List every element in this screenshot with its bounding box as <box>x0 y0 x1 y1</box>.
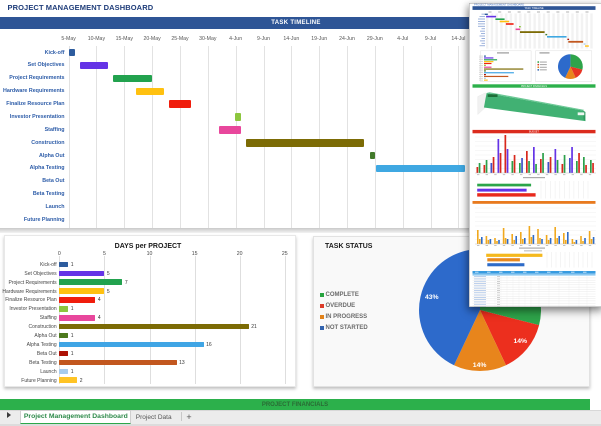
svg-text:PROJECT FINANCIALS: PROJECT FINANCIALS <box>521 85 547 88</box>
svg-text:TASK TIMELINE: TASK TIMELINE <box>524 6 543 10</box>
svg-text:PROJECT MANAGEMENT DASHBOARD: PROJECT MANAGEMENT DASHBOARD <box>474 3 524 7</box>
svg-text:BUDGET: BUDGET <box>529 131 540 134</box>
